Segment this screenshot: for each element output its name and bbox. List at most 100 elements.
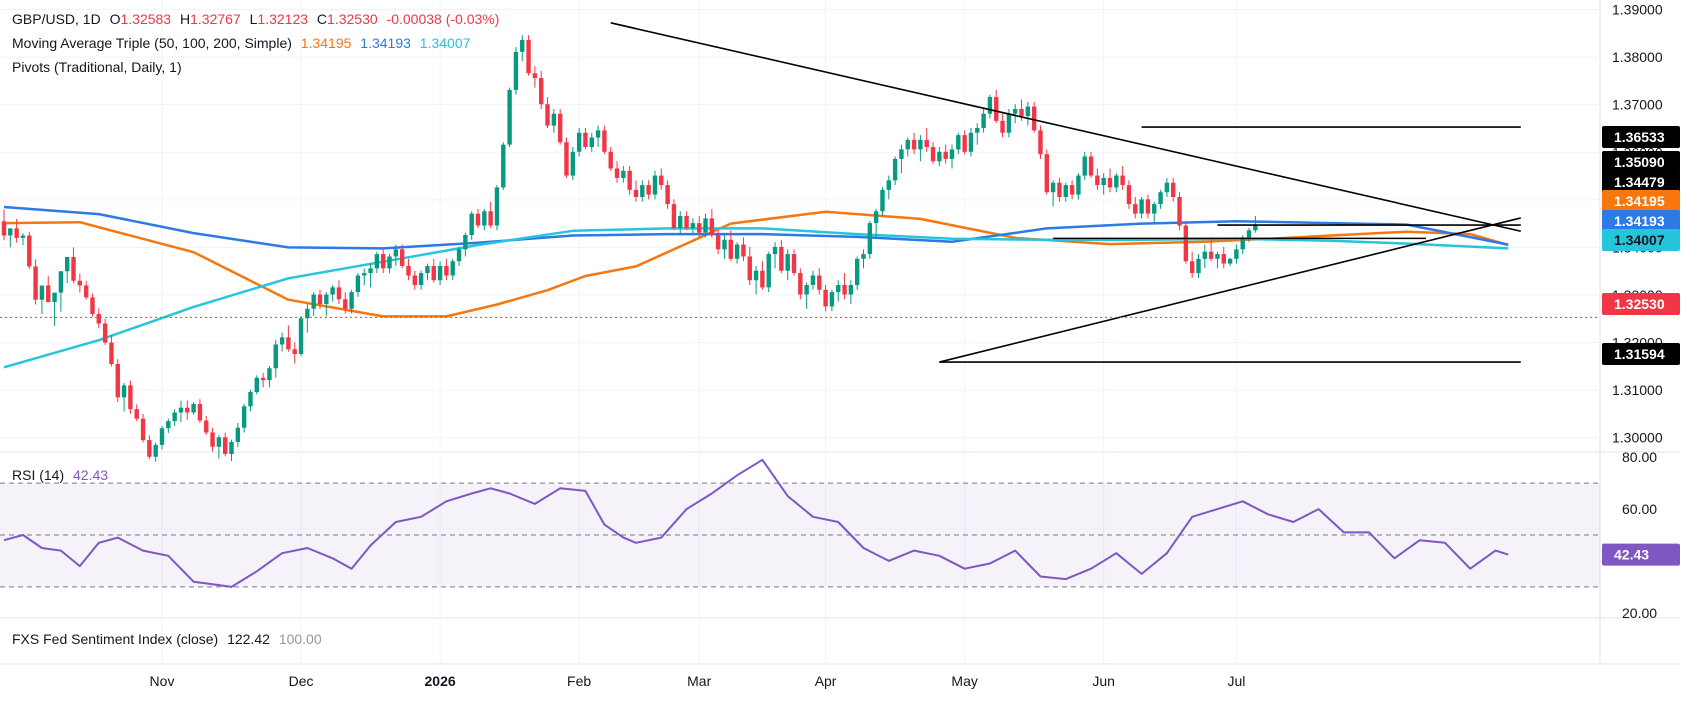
candle-body xyxy=(216,437,222,447)
candlesticks xyxy=(1,35,1258,462)
candle-body xyxy=(418,273,424,285)
price-tag-label: 1.32530 xyxy=(1614,296,1665,312)
time-tick-label: Nov xyxy=(150,673,175,689)
candle-body xyxy=(766,254,771,288)
rsi-legend[interactable]: RSI (14) 42.43 xyxy=(12,464,113,486)
candle-body xyxy=(1114,175,1119,188)
candle-body xyxy=(147,440,152,457)
candle-body xyxy=(583,132,588,148)
candle-body xyxy=(298,318,304,354)
low-value: 1.32123 xyxy=(257,11,309,27)
candle-body xyxy=(886,180,891,190)
candle-body xyxy=(482,211,487,226)
candle-body xyxy=(241,406,247,428)
candle-body xyxy=(159,428,165,445)
open-label: O xyxy=(109,11,121,27)
time-tick-label: Apr xyxy=(815,673,837,689)
candle-body xyxy=(248,392,253,407)
candle-body xyxy=(722,239,727,250)
price-tag-label: 1.36533 xyxy=(1614,129,1665,145)
symbol-legend[interactable]: GBP/USD, 1D O1.32583 H1.32767 L1.32123 C… xyxy=(12,8,504,30)
candle-body xyxy=(279,337,285,345)
time-axis[interactable]: Nov Dec 2026 Feb Mar Apr May Jun Jul xyxy=(150,673,1246,689)
candle-body xyxy=(867,223,873,255)
grid-layer xyxy=(0,0,1681,665)
symbol-title[interactable]: GBP/USD, 1D xyxy=(12,11,101,27)
pivots-title[interactable]: Pivots (Traditional, Daily, 1) xyxy=(12,59,182,75)
candle-body xyxy=(273,344,278,369)
candle-body xyxy=(665,185,670,205)
ma50-value: 1.34195 xyxy=(300,35,352,51)
candle-body xyxy=(779,246,784,271)
candle-body xyxy=(1013,108,1018,114)
candle-body xyxy=(602,130,607,152)
pivots-legend[interactable]: Pivots (Traditional, Daily, 1) xyxy=(12,56,187,78)
candle-body xyxy=(20,235,26,238)
candle-body xyxy=(52,292,57,303)
candle-body xyxy=(1202,251,1207,259)
candle-body xyxy=(39,285,45,300)
candle-body xyxy=(102,323,108,343)
candle-body xyxy=(235,427,241,443)
time-tick-label: Feb xyxy=(567,673,591,689)
candle-body xyxy=(305,308,310,319)
candle-body xyxy=(96,314,101,324)
rsi-tag-label: 42.43 xyxy=(1614,547,1649,563)
candle-body xyxy=(1158,192,1163,205)
ma100-line xyxy=(3,205,1509,250)
ma-title[interactable]: Moving Average Triple (50, 100, 200, Sim… xyxy=(12,35,292,51)
candle-body xyxy=(804,284,809,295)
rsi-title[interactable]: RSI (14) xyxy=(12,467,65,483)
candle-body xyxy=(27,235,32,267)
candle-body xyxy=(121,385,127,398)
candle-body xyxy=(134,409,139,419)
candle-body xyxy=(861,254,866,259)
price-tag xyxy=(1602,293,1680,315)
candle-body xyxy=(330,287,335,295)
candle-body xyxy=(83,285,89,298)
candle-body xyxy=(690,223,696,228)
candle-body xyxy=(1057,182,1062,197)
candle-body xyxy=(981,113,986,128)
candle-body xyxy=(1221,254,1226,264)
candle-body xyxy=(1189,261,1195,274)
price-tick-label: 1.30000 xyxy=(1612,430,1663,446)
candle-body xyxy=(949,149,955,159)
candle-body xyxy=(406,265,411,276)
candle-body xyxy=(892,158,898,181)
candle-body xyxy=(1101,177,1106,186)
candle-body xyxy=(1063,185,1068,197)
candle-body xyxy=(621,170,626,178)
candle-body xyxy=(507,89,512,145)
candle-body xyxy=(14,228,19,238)
candle-body xyxy=(172,412,177,422)
high-label: H xyxy=(179,11,191,27)
candle-body xyxy=(444,265,449,276)
candle-body xyxy=(267,368,272,381)
candle-body xyxy=(709,218,715,236)
candle-body xyxy=(1069,185,1075,195)
candle-body xyxy=(77,280,83,286)
candle-body xyxy=(1076,175,1081,195)
candle-body xyxy=(178,407,184,413)
rsi-line xyxy=(3,458,1509,588)
candle-body xyxy=(671,204,677,228)
candle-body xyxy=(1031,106,1037,131)
candle-body xyxy=(324,294,329,305)
candle-body xyxy=(425,265,430,274)
rsi-tag xyxy=(1602,543,1680,566)
close-value: 1.32530 xyxy=(327,11,378,27)
fxs-legend[interactable]: FXS Fed Sentiment Index (close) 122.42 1… xyxy=(12,628,327,650)
candle-body xyxy=(640,185,645,197)
candle-body xyxy=(728,239,733,259)
candle-body xyxy=(715,235,721,250)
candle-body xyxy=(697,223,702,233)
candle-body xyxy=(1000,120,1005,133)
candle-body xyxy=(456,249,462,262)
candle-body xyxy=(791,254,797,274)
candle-body xyxy=(703,218,708,233)
fxs-title[interactable]: FXS Fed Sentiment Index (close) xyxy=(12,631,219,647)
ma-legend[interactable]: Moving Average Triple (50, 100, 200, Sim… xyxy=(12,32,475,54)
candle-body xyxy=(798,273,803,295)
